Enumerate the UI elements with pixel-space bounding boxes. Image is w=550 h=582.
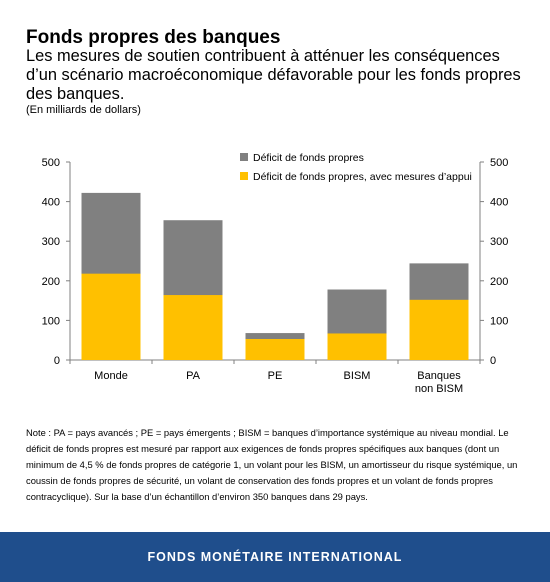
legend-swatch [240, 172, 248, 180]
x-tick-label: BISM [344, 370, 371, 382]
bar-deficit-with-measures [81, 273, 141, 360]
x-tick-label: PE [268, 370, 283, 382]
bar-deficit-with-measures [163, 295, 223, 360]
bar-deficit-with-measures [327, 333, 387, 360]
y-tick-label-left: 0 [54, 355, 60, 367]
legend-swatch [240, 153, 248, 161]
chart-subtitle: Les mesures de soutien contribuent à att… [26, 47, 521, 103]
y-tick-label-left: 100 [42, 315, 60, 327]
y-tick-label-right: 500 [490, 157, 508, 169]
bar-deficit-with-measures [409, 299, 469, 360]
y-tick-label-right: 100 [490, 315, 508, 327]
bar-chart: 0 0 100 100 200 200 300 300 400 400 500 500 Monde PA P… [42, 152, 509, 395]
bar-deficit-with-measures [245, 339, 305, 360]
y-tick-label-left: 300 [42, 236, 60, 248]
y-tick-label-right: 400 [490, 197, 508, 209]
y-tick-label-right: 200 [490, 276, 508, 288]
y-tick-label-left: 200 [42, 276, 60, 288]
y-tick-label-left: 400 [42, 197, 60, 209]
x-tick-label: non BISM [415, 383, 463, 395]
x-tick-label: Monde [94, 370, 128, 382]
y-tick-label-right: 300 [490, 236, 508, 248]
y-tick-label-right: 0 [490, 355, 496, 367]
footer-brand: FONDS MONÉTAIRE INTERNATIONAL [147, 550, 403, 564]
unit-label: (En milliards de dollars) [26, 104, 141, 116]
legend-label: Déficit de fonds propres, avec mesures d… [253, 171, 472, 183]
footer-bar: FONDS MONÉTAIRE INTERNATIONAL [0, 532, 550, 582]
chart-note: Note : PA = pays avancés ; PE = pays éme… [26, 427, 518, 502]
x-tick-label: PA [186, 370, 201, 382]
y-tick-label-left: 500 [42, 157, 60, 169]
chart-title: Fonds propres des banques [26, 27, 281, 48]
x-tick-label: Banques [417, 370, 461, 382]
legend-label: Déficit de fonds propres [253, 152, 364, 164]
